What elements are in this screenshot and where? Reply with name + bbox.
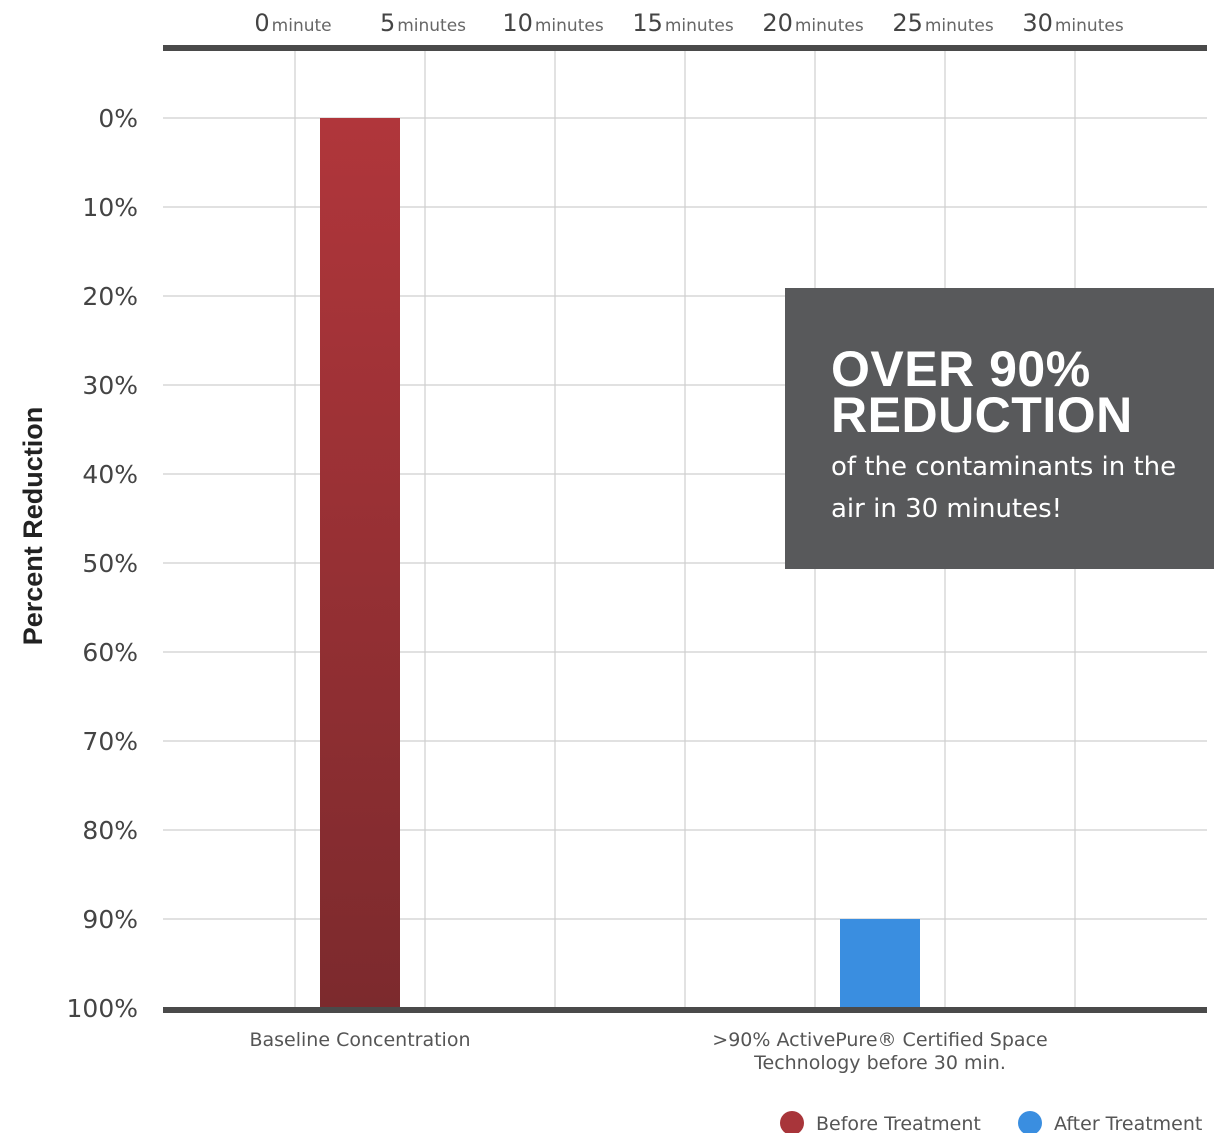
y-tick-label: 0% (98, 104, 138, 133)
legend-label: Before Treatment (816, 1113, 981, 1133)
category-labels: Baseline Concentration >90% ActivePure® C… (249, 1029, 1047, 1074)
callout-headline: OVER 90% REDUCTION (831, 344, 1214, 440)
y-axis-ticks: 0% 10% 20% 30% 40% 50% 60% 70% 80% 90% 100% (67, 104, 138, 1023)
y-tick-label: 60% (82, 638, 138, 667)
category-label: >90% ActivePure® Certified Space (712, 1029, 1047, 1051)
y-tick-label: 70% (82, 727, 138, 756)
top-tick-number: 30 (1022, 9, 1053, 37)
top-tick-number: 5 (380, 9, 395, 37)
top-tick-unit: minutes (535, 16, 604, 36)
y-tick-label: 10% (82, 193, 138, 222)
top-axis-ticks: 0 minute 5 minutes 10 minutes 15 minutes 20 minut… (254, 9, 1123, 37)
top-tick-number: 25 (892, 9, 923, 37)
top-tick-unit: minute (272, 16, 332, 36)
top-tick-unit: minutes (1055, 16, 1124, 36)
y-tick-label: 90% (82, 905, 138, 934)
y-tick-label: 30% (82, 371, 138, 400)
top-tick-unit: minutes (795, 16, 864, 36)
legend-swatch (780, 1111, 804, 1133)
top-tick-label: 30 minutes (1022, 9, 1124, 37)
top-tick-number: 10 (502, 9, 533, 37)
top-tick-label: 20 minutes (762, 9, 864, 37)
legend-label: After Treatment (1054, 1113, 1202, 1133)
y-axis-label: Percent Reduction (18, 407, 48, 646)
bar-before-treatment (320, 118, 400, 1008)
y-tick-label: 40% (82, 460, 138, 489)
bar-after-treatment (840, 919, 920, 1008)
axes (163, 45, 1207, 1013)
bars (320, 118, 920, 1008)
callout-headline-line1: OVER 90% (831, 341, 1091, 397)
y-tick-label: 100% (67, 994, 138, 1023)
y-tick-label: 20% (82, 282, 138, 311)
y-tick-label: 50% (82, 549, 138, 578)
category-label: Technology before 30 min. (753, 1052, 1006, 1074)
top-tick-label: 25 minutes (892, 9, 994, 37)
top-tick-label: 15 minutes (632, 9, 734, 37)
category-label: Baseline Concentration (249, 1029, 470, 1051)
callout-subtext: of the contaminants in the air in 30 min… (831, 452, 1177, 524)
top-tick-number: 0 (254, 9, 269, 37)
callout-headline-line2: REDUCTION (831, 387, 1133, 443)
top-tick-unit: minutes (665, 16, 734, 36)
top-tick-label: 5 minutes (380, 9, 466, 37)
y-tick-label: 80% (82, 816, 138, 845)
top-tick-unit: minutes (397, 16, 466, 36)
top-tick-number: 15 (632, 9, 663, 37)
top-tick-label: 10 minutes (502, 9, 604, 37)
top-tick-label: 0 minute (254, 9, 331, 37)
legend-swatch (1018, 1111, 1042, 1133)
legend: Before Treatment After Treatment (780, 1111, 1202, 1133)
top-tick-number: 20 (762, 9, 793, 37)
top-tick-unit: minutes (925, 16, 994, 36)
callout-box: OVER 90% REDUCTION of the contaminants i… (785, 288, 1214, 569)
